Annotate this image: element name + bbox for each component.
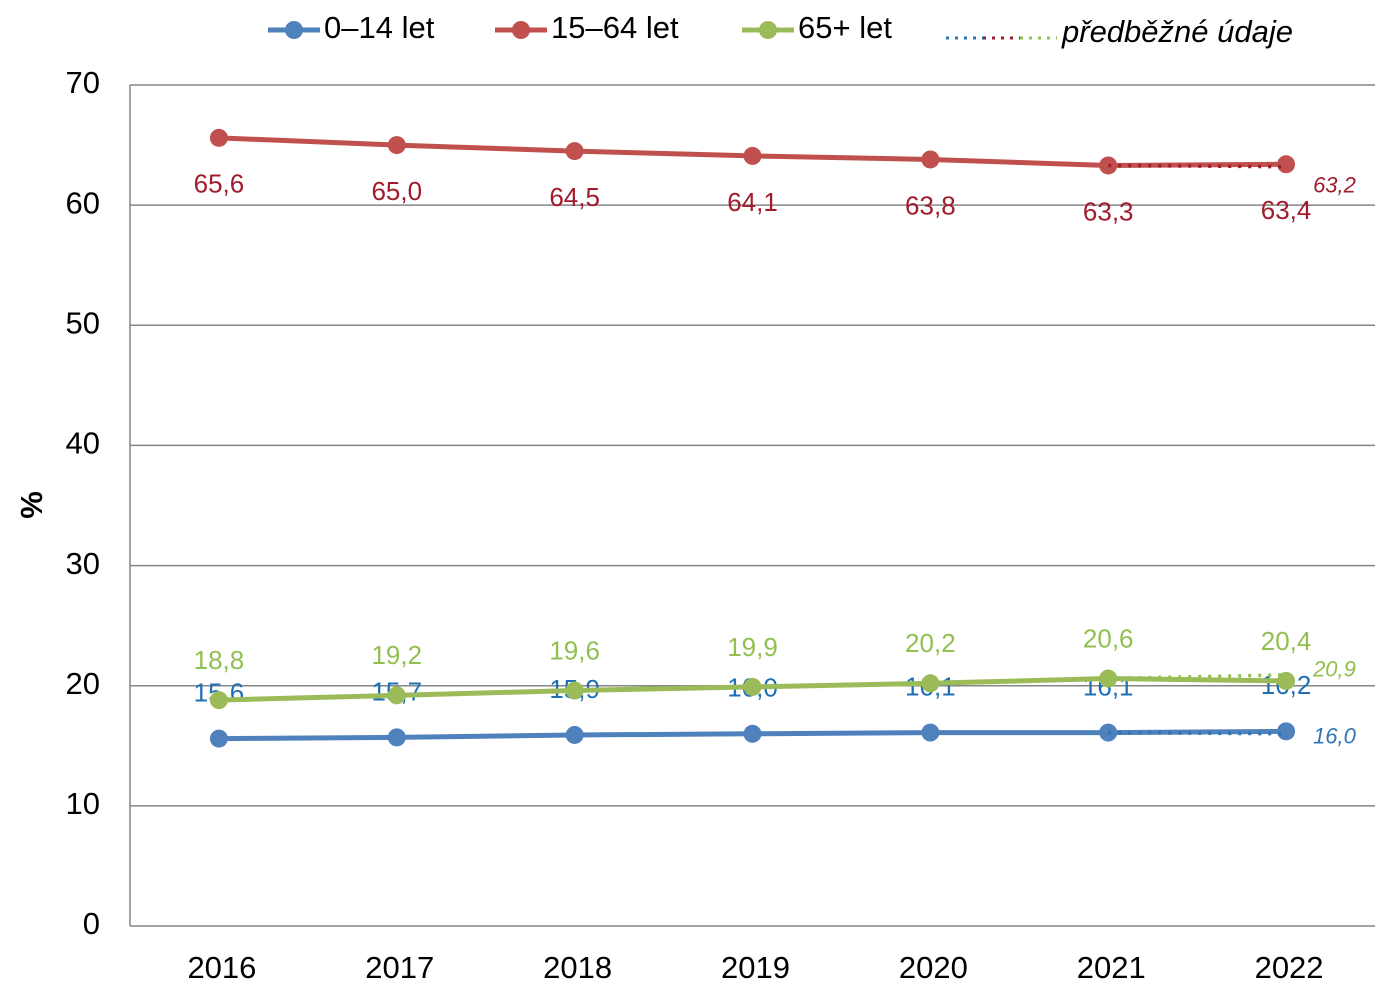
point [921, 150, 940, 169]
point [1277, 671, 1296, 690]
y-tick-label: 30 [66, 546, 100, 581]
point [209, 128, 228, 147]
point [1277, 722, 1296, 741]
data-label: 65,0 [371, 176, 422, 206]
y-tick-label: 10 [66, 786, 100, 821]
data-label: 63,3 [1083, 196, 1134, 226]
data-label: 20,4 [1261, 626, 1312, 656]
data-label: 64,1 [727, 187, 778, 217]
point [209, 729, 228, 748]
legend-label: 0–14 let [324, 10, 435, 45]
legend-label: předběžné údaje [1061, 14, 1293, 49]
x-tick-label: 2016 [187, 950, 256, 985]
point [565, 142, 584, 161]
data-label: 20,6 [1083, 623, 1134, 653]
data-label: 19,2 [371, 640, 422, 670]
data-label: 65,6 [194, 169, 245, 199]
data-label: 19,6 [549, 635, 600, 665]
x-tick-label: 2020 [899, 950, 968, 985]
point [209, 691, 228, 710]
y-axis-label: % [14, 491, 49, 519]
preliminary-label: 63,2 [1313, 173, 1356, 198]
y-tick-label: 20 [66, 666, 100, 701]
legend-marker [512, 21, 530, 39]
point [565, 681, 584, 700]
data-label: 64,5 [549, 182, 600, 212]
point [387, 728, 406, 747]
y-tick-label: 0 [83, 906, 100, 941]
x-tick-label: 2017 [365, 950, 434, 985]
data-label: 63,8 [905, 190, 956, 220]
legend-marker [759, 21, 777, 39]
data-label: 19,9 [727, 632, 778, 662]
data-label: 20,2 [905, 628, 956, 658]
y-tick-label: 50 [66, 305, 100, 340]
x-tick-label: 2021 [1077, 950, 1146, 985]
point [387, 686, 406, 705]
data-label: 18,8 [194, 645, 245, 675]
legend-label: 65+ let [798, 10, 892, 45]
point [743, 724, 762, 743]
x-tick-label: 2018 [543, 950, 612, 985]
point [921, 723, 940, 742]
point [743, 146, 762, 165]
preliminary-label: 16,0 [1313, 724, 1357, 749]
legend-marker [285, 21, 303, 39]
y-tick-label: 60 [66, 185, 100, 220]
y-tick-label: 40 [66, 426, 100, 461]
point [743, 677, 762, 696]
y-tick-label: 70 [66, 65, 100, 100]
x-tick-label: 2022 [1255, 950, 1324, 985]
preliminary-label: 20,9 [1312, 657, 1356, 682]
x-tick-label: 2019 [721, 950, 790, 985]
point [921, 674, 940, 693]
point [387, 136, 406, 155]
point [565, 725, 584, 744]
legend-label: 15–64 let [551, 10, 679, 45]
point [1277, 155, 1296, 174]
data-label: 63,4 [1261, 195, 1312, 225]
